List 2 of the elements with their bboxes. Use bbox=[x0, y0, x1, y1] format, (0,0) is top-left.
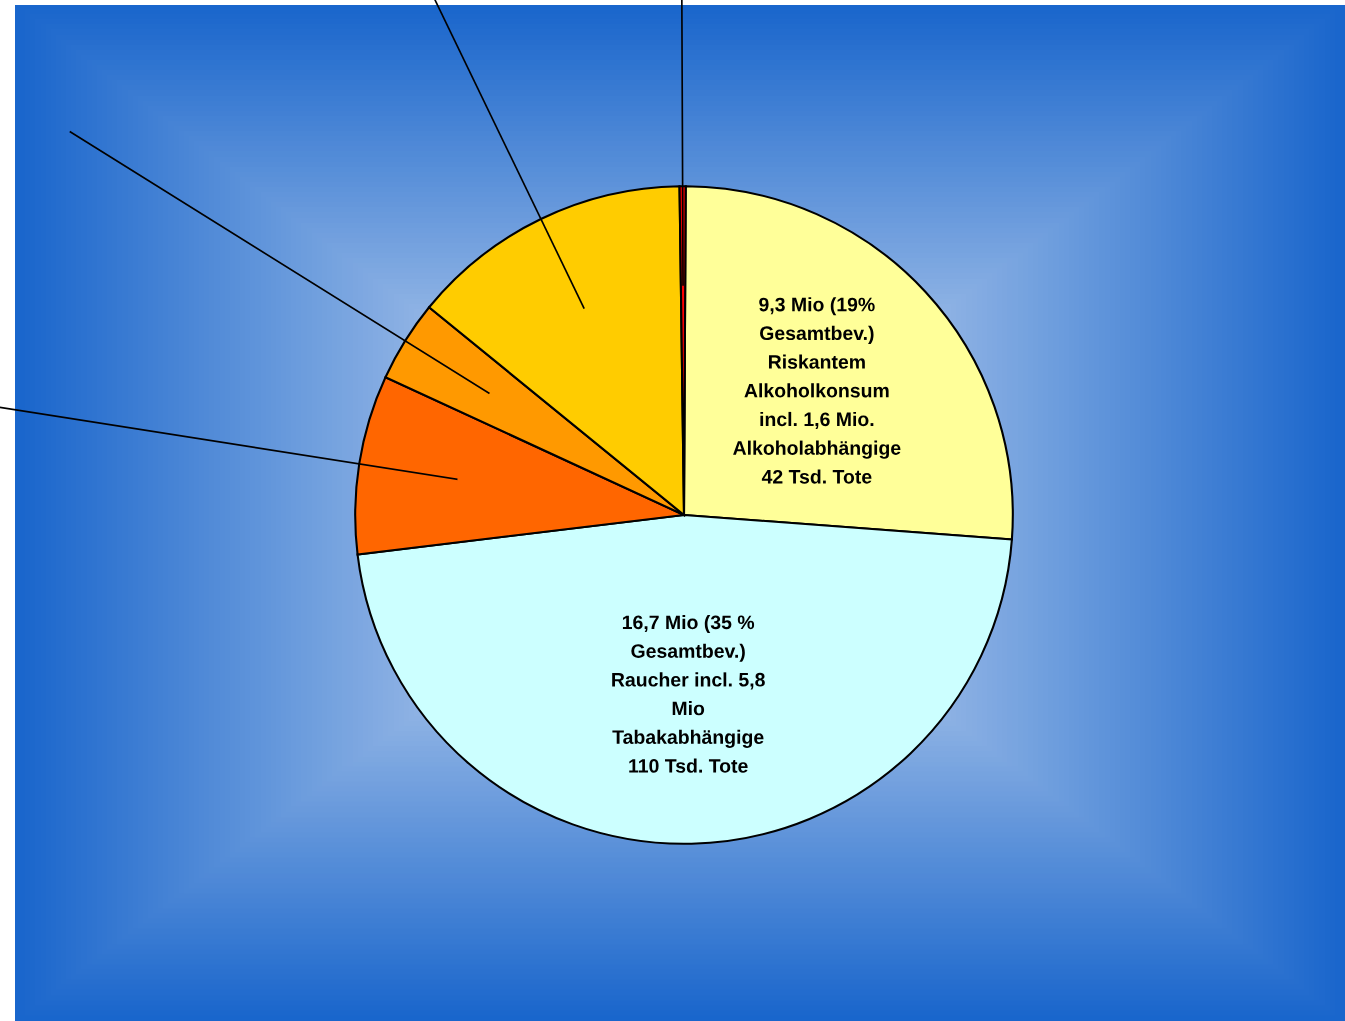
slice-label: 16,7 Mio (35 % Gesamtbev.) Raucher incl. 5,8 Mio Tabakabhängige 110 Tsd. Tote bbox=[612, 614, 765, 773]
slice-label: 9,3 Mio (19% Gesamtbev.) Riskantem Alkoholkonsum incl. 1,6 Mio. Alkoholabhängige 42 Tsd. Tote bbox=[733, 297, 901, 484]
